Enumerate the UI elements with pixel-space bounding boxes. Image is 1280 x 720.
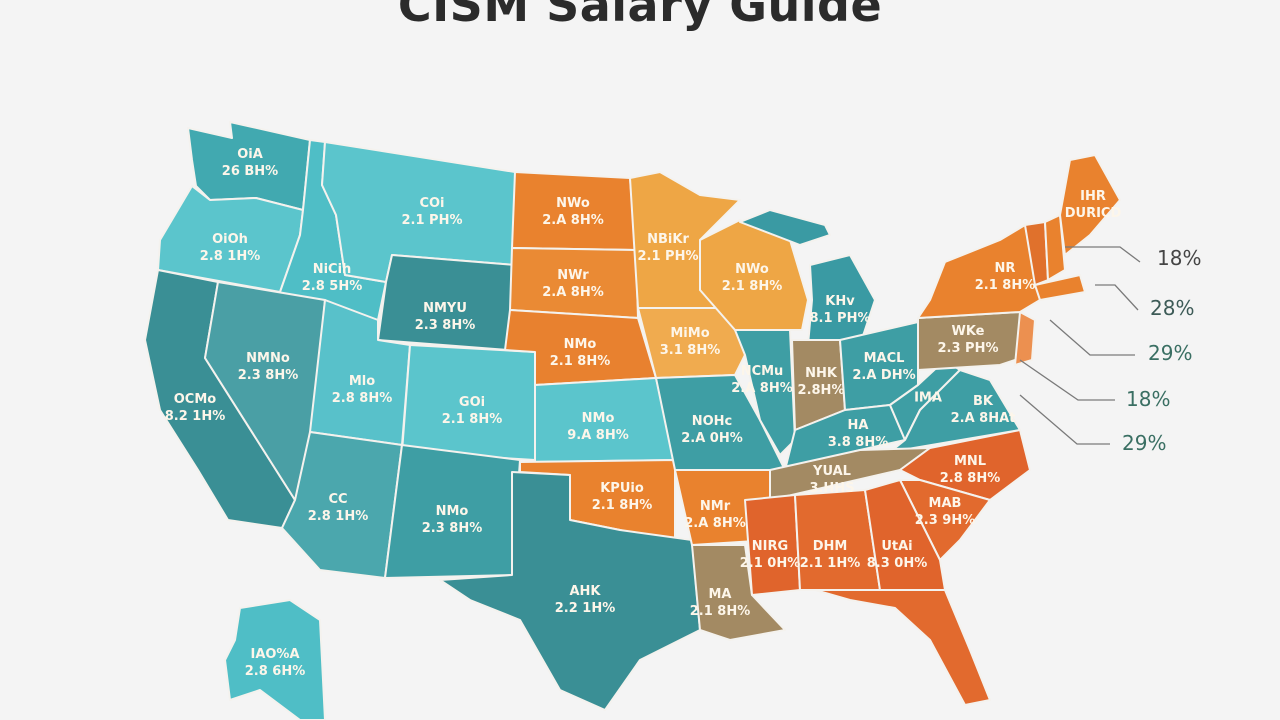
state-label-in: NHK 2.8H% xyxy=(797,366,845,398)
state-label-il: NCMu 2.A 8H% xyxy=(731,364,793,396)
state-label-me: IHR DURICD xyxy=(1064,189,1122,221)
state-label-sd: NWr 2.A 8H% xyxy=(542,268,604,300)
state-label-oh: MACL 2.A DH% xyxy=(852,351,916,383)
state-label-or: OiOh 2.8 1H% xyxy=(199,232,261,264)
state-tx xyxy=(439,471,701,711)
page-title: CISM Salary Guide xyxy=(397,0,883,32)
state-label-nv: NMNo 2.3 8H% xyxy=(237,351,299,383)
state-label-nd: NWo 2.A 8H% xyxy=(542,196,604,228)
state-label-tn: YUAL 3.HHS xyxy=(809,464,855,496)
state-label-wa: OiA 26 BH% xyxy=(221,147,279,179)
state-label-ar: NMr 2.A 8H% xyxy=(684,499,746,531)
state-label-ak: IAO%A 2.8 6H% xyxy=(244,647,306,679)
callout-percent: 18% xyxy=(1157,246,1202,270)
state-label-pa: WKe 2.3 PH% xyxy=(937,324,999,356)
state-la xyxy=(691,544,786,641)
state-label-wi: NWo 2.1 8H% xyxy=(721,262,783,294)
state-label-ky: HA 3.8 8H% xyxy=(827,418,889,450)
state-label-ne: NMo 2.1 8H% xyxy=(549,337,611,369)
state-fl xyxy=(814,589,991,706)
state-me xyxy=(1059,154,1121,256)
state-label-ga: UtAi 8.3 0H% xyxy=(866,539,928,571)
state-label-mt: COi 2.1 PH% xyxy=(401,196,463,228)
state-label-la: MA 2.1 8H% xyxy=(689,587,751,619)
state-label-al: DHM 2.1 1H% xyxy=(799,539,861,571)
state-label-nc: MNL 2.8 8H% xyxy=(939,454,1001,486)
state-label-ks: NMo 9.A 8H% xyxy=(567,411,629,443)
state-label-mi: KHv 8.1 PH% xyxy=(809,294,871,326)
callout-percent: 29% xyxy=(1148,341,1193,365)
state-label-az: CC 2.8 1H% xyxy=(307,492,369,524)
callout-percent: 18% xyxy=(1126,387,1171,411)
callout-percent: 28% xyxy=(1150,296,1195,320)
callout-lines xyxy=(1019,246,1141,445)
state-wy xyxy=(377,254,516,351)
state-label-ut: Mlo 2.8 8H% xyxy=(331,374,393,406)
state-label-mn: NBiKr 2.1 PH% xyxy=(637,232,699,264)
state-il xyxy=(734,329,796,456)
state-label-wy: NMYU 2.3 8H% xyxy=(414,301,476,333)
state-ga xyxy=(864,479,946,591)
state-label-wv: IMA xyxy=(914,390,942,406)
state-label-ny: NR 2.1 8H% xyxy=(974,261,1036,293)
state-label-mo: NOHc 2.A 0H% xyxy=(681,414,743,446)
state-label-tx: AHK 2.2 1H% xyxy=(554,584,616,616)
state-label-ia: MiMo 3.1 8H% xyxy=(659,326,721,358)
callout-percent: 29% xyxy=(1122,431,1167,455)
state-label-nm: NMo 2.3 8H% xyxy=(421,504,483,536)
state-label-ok: KPUio 2.1 8H% xyxy=(591,481,653,513)
state-label-id: NiCih 2.8 5H% xyxy=(301,262,363,294)
state-label-ms: NIRG 2.1 0H% xyxy=(739,539,801,571)
state-label-va: BK 2.A 8HAt xyxy=(950,394,1016,426)
state-label-ca: OCMo 8.2 1H% xyxy=(164,392,226,424)
state-ma xyxy=(1034,274,1086,301)
state-ak xyxy=(224,599,326,720)
state-label-co: GOi 2.1 8H% xyxy=(441,395,503,427)
state-label-sc: MAB 2.3 9H% xyxy=(914,496,976,528)
state-nh xyxy=(1044,214,1066,281)
state-nj xyxy=(1014,311,1036,366)
state-mo xyxy=(655,374,786,471)
